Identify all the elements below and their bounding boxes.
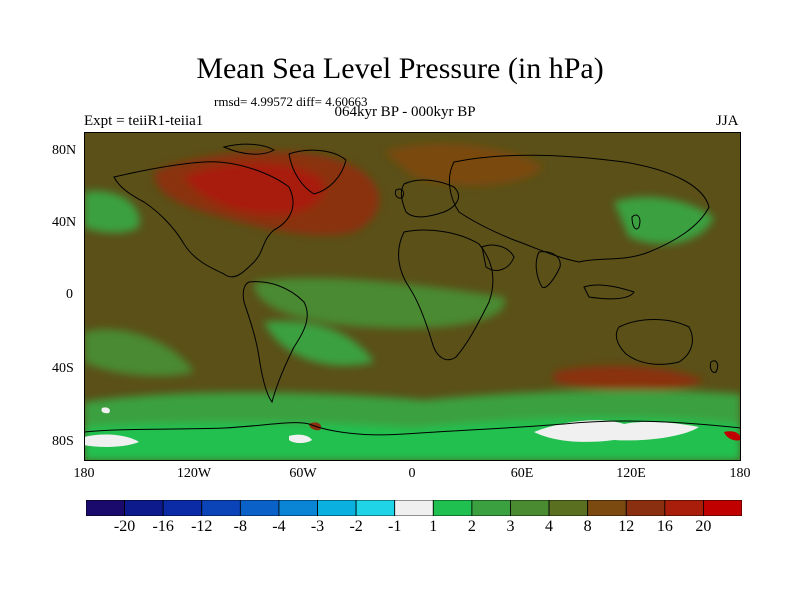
experiment-label: Expt = teiiR1-teiia1 [84, 113, 204, 129]
world-map [84, 132, 741, 461]
colorbar-label: 8 [583, 518, 592, 535]
coastline-europe [400, 179, 459, 218]
field-patch-white-cold-spot [101, 407, 110, 414]
coastline-australia [615, 319, 693, 365]
coastline-indonesia [583, 284, 635, 300]
colorbar-label: -12 [191, 518, 213, 535]
lon-label-120e: 120E [616, 466, 646, 481]
field-patch-white-weddell [289, 434, 312, 443]
lat-label-80n: 80N [52, 143, 77, 158]
field-patch-south-atlantic [264, 321, 374, 366]
lon-label-120w: 120W [176, 466, 212, 481]
coastline-japan [631, 214, 641, 230]
lon-label-180-east: 180 [729, 466, 751, 481]
colorbar-swatch [510, 500, 550, 516]
time-period-label: 064kyr BP - 000kyr BP [334, 104, 476, 120]
colorbar-label: 1 [429, 518, 438, 535]
colorbar-label: -3 [310, 518, 325, 535]
lat-label-40n: 40N [52, 215, 77, 230]
field-patch-red-antarctic [724, 431, 741, 441]
lat-label-0: 0 [66, 287, 73, 302]
colorbar-label: 3 [506, 518, 515, 535]
field-patch-low-south-pacific [84, 329, 194, 377]
colorbar-swatch [587, 500, 627, 516]
field-patch-low-east-asia [614, 197, 714, 245]
coastline-greenland [288, 149, 347, 195]
lon-label-180-west: 180 [73, 466, 95, 481]
coastline-arctic-islands [222, 143, 275, 155]
colorbar-swatch [201, 500, 241, 516]
coastline-india [535, 251, 561, 289]
coastline-arabia [481, 244, 515, 271]
coastline-new-zealand [709, 360, 719, 373]
colorbar-label: -2 [349, 518, 363, 535]
coastline-south-america [242, 281, 308, 404]
field-patch-high-central-asia [384, 143, 544, 186]
field-patch-low-north-pacific [84, 191, 140, 233]
colorbar-swatch [124, 500, 164, 516]
colorbar-label: -20 [113, 518, 136, 535]
colorbar-swatch [239, 500, 280, 516]
lon-label-0: 0 [408, 466, 416, 481]
colorbar-label: 16 [656, 518, 673, 535]
field-patch-high-south-indian [554, 365, 704, 391]
coastlines [84, 143, 741, 436]
colorbar [86, 500, 742, 516]
lon-label-60w: 60W [289, 466, 317, 481]
coastline-asia [448, 154, 710, 263]
colorbar-swatch [317, 500, 357, 516]
coastline-africa [398, 229, 494, 361]
lat-label-80s: 80S [52, 434, 74, 449]
colorbar-label: 4 [545, 518, 554, 535]
colorbar-label: -1 [388, 518, 402, 535]
colorbar-swatch [703, 500, 742, 516]
field-patch-white-east-antarctica [534, 420, 699, 442]
field-patch-white-ross-sea [84, 434, 139, 447]
colorbar-swatch [432, 500, 473, 516]
colorbar-label: -16 [152, 518, 174, 535]
colorbar-swatch [278, 500, 318, 516]
colorbar-label: 2 [467, 518, 476, 535]
colorbar-swatch [86, 500, 125, 516]
lon-label-60e: 60E [510, 466, 534, 481]
coastline-uk [394, 188, 405, 199]
rmsd-diff-stats: rmsd= 4.99572 diff= 4.60663 [214, 94, 368, 109]
field-patch-core-north-atlantic [184, 163, 325, 215]
colorbar-swatch [664, 500, 704, 516]
colorbar-swatch [548, 500, 589, 516]
colorbar-label: -4 [272, 518, 286, 535]
field-patch-tropics [254, 277, 505, 329]
colorbar-label: 20 [695, 518, 712, 535]
lat-label-40s: 40S [52, 361, 74, 376]
coastline-north-america [113, 161, 294, 278]
colorbar-swatch [394, 500, 434, 516]
map-title: Mean Sea Level Pressure (in hPa) [196, 52, 604, 85]
colorbar-swatch [625, 500, 666, 516]
colorbar-swatch [162, 500, 203, 516]
colorbar-label: -8 [233, 518, 247, 535]
colorbar-swatch [471, 500, 511, 516]
colorbar-label: 12 [618, 518, 635, 535]
coastline-antarctica [84, 420, 741, 436]
season-label: JJA [716, 113, 739, 129]
colorbar-swatch [355, 500, 396, 516]
